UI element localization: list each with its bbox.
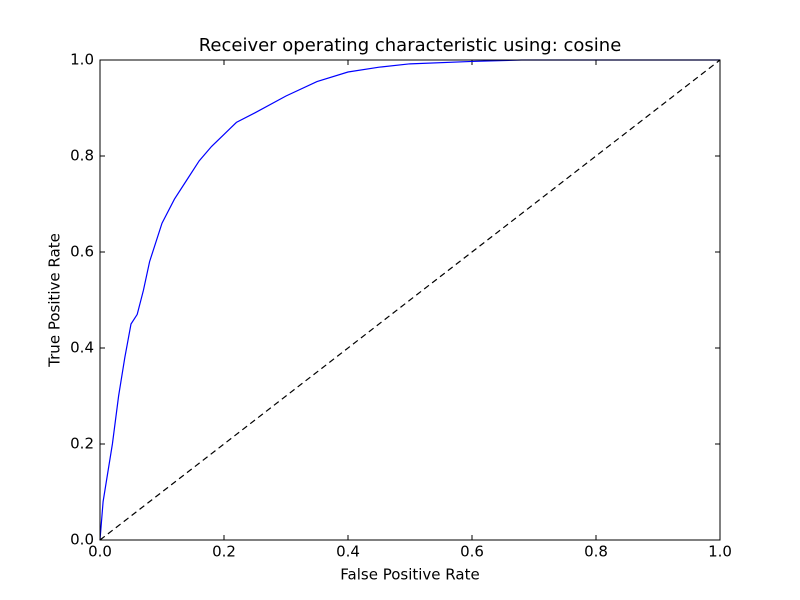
y-axis-label: True Positive Rate — [46, 233, 64, 368]
chart-title: Receiver operating characteristic using:… — [199, 35, 622, 56]
y-tick-label: 0.0 — [70, 531, 94, 549]
x-tick-label: 0.2 — [212, 543, 236, 561]
x-tick-label: 0.4 — [336, 543, 360, 561]
y-tick-label: 0.6 — [70, 243, 94, 261]
x-tick-label: 0.6 — [460, 543, 484, 561]
y-tick-label: 1.0 — [70, 51, 94, 69]
x-axis-label: False Positive Rate — [340, 566, 479, 584]
y-tick-label: 0.8 — [70, 147, 94, 165]
x-tick-label: 0.8 — [584, 543, 608, 561]
series-line — [99, 59, 721, 541]
series-line — [99, 59, 720, 541]
x-tick-label: 0.0 — [88, 543, 112, 561]
y-tick-label: 0.4 — [70, 339, 94, 357]
y-tick-label: 0.2 — [70, 435, 94, 453]
x-tick-label: 1.0 — [708, 543, 732, 561]
plot-frame — [99, 59, 721, 541]
